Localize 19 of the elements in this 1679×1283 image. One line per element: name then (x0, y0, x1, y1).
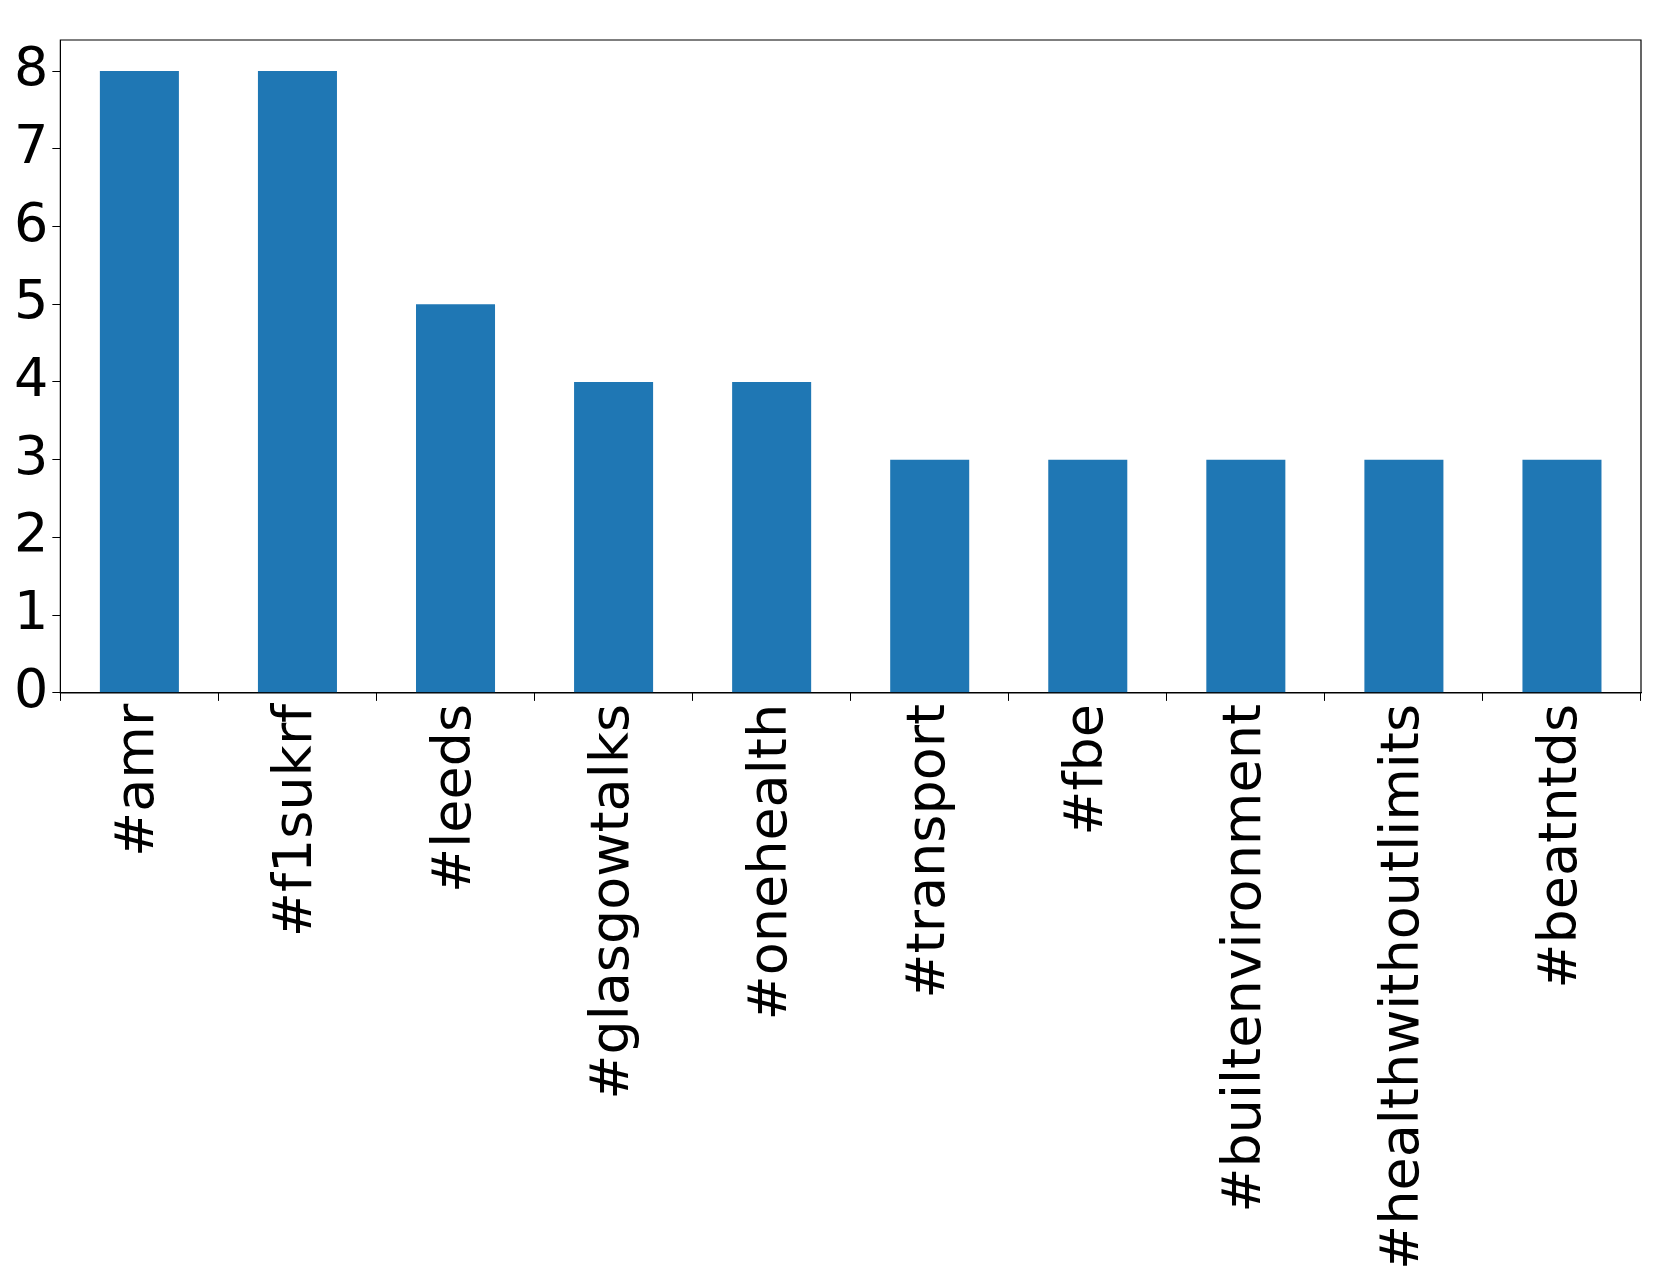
x-tick-label: #amr (103, 703, 167, 858)
y-tick-label: 7 (14, 112, 49, 176)
x-tick-label: #healthwithoutlimits (1367, 703, 1431, 1271)
x-tick-label: #transport (893, 703, 957, 999)
x-tick-label: #builtenvironment (1209, 703, 1273, 1213)
x-tick-label: #beatntds (1526, 703, 1589, 989)
y-tick-label: 2 (14, 501, 49, 565)
y-tick-label: 1 (14, 579, 49, 643)
y-tick-label: 5 (14, 268, 49, 332)
y-tick-label: 3 (14, 423, 49, 487)
x-tick-label: #glasgowtalks (577, 703, 641, 1100)
y-tick-label: 0 (14, 656, 49, 720)
y-tick-label: 6 (14, 190, 49, 254)
y-tick-label: 4 (14, 346, 49, 410)
y-tick-label: 8 (14, 35, 49, 99)
x-tick-label: #onehealth (735, 703, 799, 1021)
x-tick-label: #fbe (1051, 703, 1115, 836)
x-tick-label: #f1sukrf (261, 701, 325, 938)
x-tick-label: #leeds (419, 703, 483, 894)
